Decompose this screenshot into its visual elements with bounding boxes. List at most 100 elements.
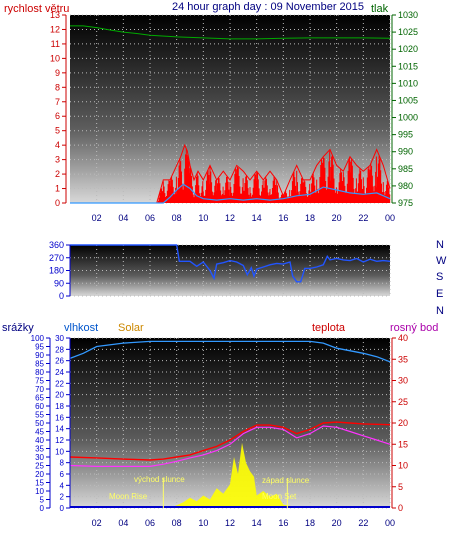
y-tick-label: 4: [55, 140, 60, 150]
y-tick-label: 70: [35, 385, 44, 394]
y-tick-label: 30: [55, 334, 64, 343]
y-tick-label: 270: [49, 253, 64, 263]
y-tick-label: 3: [55, 155, 60, 165]
y-tick-label: 100: [31, 334, 45, 343]
chart-title: 24 hour graph day : 09 November 2015: [172, 1, 364, 13]
y-tick-label: 8: [60, 459, 65, 468]
y-tick-label: 1020: [398, 44, 418, 54]
y-tick-label: 1000: [398, 113, 418, 123]
y-tick-label: 0: [40, 504, 45, 513]
y-tick-label: 40: [35, 436, 44, 445]
x-tick-label: 06: [145, 518, 155, 528]
y-tick-label: 15: [35, 479, 44, 488]
y-tick-label: 50: [35, 419, 44, 428]
moon-set-annotation: Moon Set: [262, 492, 297, 501]
y-tick-label: 75: [35, 377, 44, 386]
y-tick-label: 90: [54, 278, 64, 288]
moon-rise-annotation: Moon Rise: [109, 492, 148, 501]
y-tick-label: 18: [55, 402, 64, 411]
wind-direction-line: [70, 244, 391, 283]
y-tick-label: 16: [55, 413, 64, 422]
pressure-line: [70, 25, 391, 40]
x-tick-label: 14: [252, 518, 262, 528]
humidity-line: [69, 340, 391, 363]
y-tick-label: 0: [60, 504, 65, 513]
y-tick-label: 360: [49, 240, 64, 250]
y-tick-label: 1015: [398, 61, 418, 71]
temperature-line: [69, 421, 391, 461]
y-tick-label: 13: [50, 10, 60, 20]
humidity-label: vlhkost: [64, 322, 98, 334]
y-tick-label: 4: [60, 481, 65, 490]
y-tick-label: 12: [55, 436, 64, 445]
x-tick-label: 16: [278, 518, 288, 528]
x-tick-label: 04: [118, 213, 128, 223]
x-tick-label: 22: [358, 518, 368, 528]
y-tick-label: 14: [55, 425, 64, 434]
y-tick-label: 5: [398, 482, 403, 492]
y-tick-label: 975: [398, 198, 413, 208]
x-tick-label: 10: [198, 518, 208, 528]
y-tick-label: 30: [35, 453, 44, 462]
y-tick-label: 35: [35, 445, 44, 454]
solar-area: [70, 442, 390, 508]
y-tick-label: 8: [55, 82, 60, 92]
x-tick-label: 10: [198, 213, 208, 223]
y-tick-label: 25: [398, 397, 408, 407]
x-tick-label: 08: [172, 213, 182, 223]
y-tick-label: 9: [55, 68, 60, 78]
y-tick-label: 1030: [398, 10, 418, 20]
y-tick-label: 60: [35, 402, 44, 411]
x-tick-label: 18: [305, 213, 315, 223]
y-tick-label: 28: [55, 345, 64, 354]
y-tick-label: 20: [35, 470, 44, 479]
y-tick-label: 2: [60, 493, 65, 502]
y-tick-label: 0: [398, 503, 403, 513]
y-tick-label: 6: [60, 470, 65, 479]
x-tick-label: 16: [278, 213, 288, 223]
x-tick-label: 12: [225, 213, 235, 223]
wind-speed-label: rychlost větru: [4, 3, 69, 15]
y-tick-label: 22: [55, 379, 64, 388]
sunset-annotation: západ slunce: [262, 476, 310, 485]
y-tick-label: 985: [398, 164, 413, 174]
x-tick-label: 00: [385, 518, 395, 528]
pressure-label: tlak: [371, 3, 389, 15]
y-tick-label: 45: [35, 428, 44, 437]
y-tick-label: 5: [55, 126, 60, 136]
x-tick-label: 02: [92, 518, 102, 528]
x-tick-label: 18: [305, 518, 315, 528]
x-tick-label: 12: [225, 518, 235, 528]
y-tick-label: 85: [35, 360, 44, 369]
temperature-label: teplota: [312, 322, 346, 334]
y-tick-label: 5: [40, 496, 45, 505]
x-tick-label: 20: [332, 518, 342, 528]
rain-label: srážky: [2, 322, 34, 334]
y-tick-label: 20: [398, 418, 408, 428]
y-tick-label: 90: [35, 351, 44, 360]
y-tick-label: 10: [398, 461, 408, 471]
y-tick-label: 12: [50, 24, 60, 34]
y-tick-label: 95: [35, 343, 44, 352]
compass-w: W: [436, 255, 447, 267]
sunrise-annotation: východ slunce: [134, 475, 185, 484]
solar-label: Solar: [118, 322, 144, 334]
y-tick-label: 65: [35, 394, 44, 403]
y-tick-label: 40: [398, 333, 408, 343]
y-tick-label: 995: [398, 130, 413, 140]
y-tick-label: 10: [50, 53, 60, 63]
y-tick-label: 11: [51, 39, 60, 49]
y-tick-label: 26: [55, 357, 64, 366]
y-tick-label: 30: [398, 376, 408, 386]
x-tick-label: 14: [252, 213, 262, 223]
y-tick-label: 55: [35, 411, 44, 420]
y-tick-label: 1010: [398, 78, 418, 88]
dew-point-line: [69, 425, 391, 467]
y-tick-label: 2: [55, 169, 60, 179]
x-tick-label: 02: [92, 213, 102, 223]
y-tick-label: 10: [55, 447, 64, 456]
x-tick-label: 00: [385, 213, 395, 223]
x-tick-label: 20: [332, 213, 342, 223]
y-tick-label: 1: [55, 184, 60, 194]
